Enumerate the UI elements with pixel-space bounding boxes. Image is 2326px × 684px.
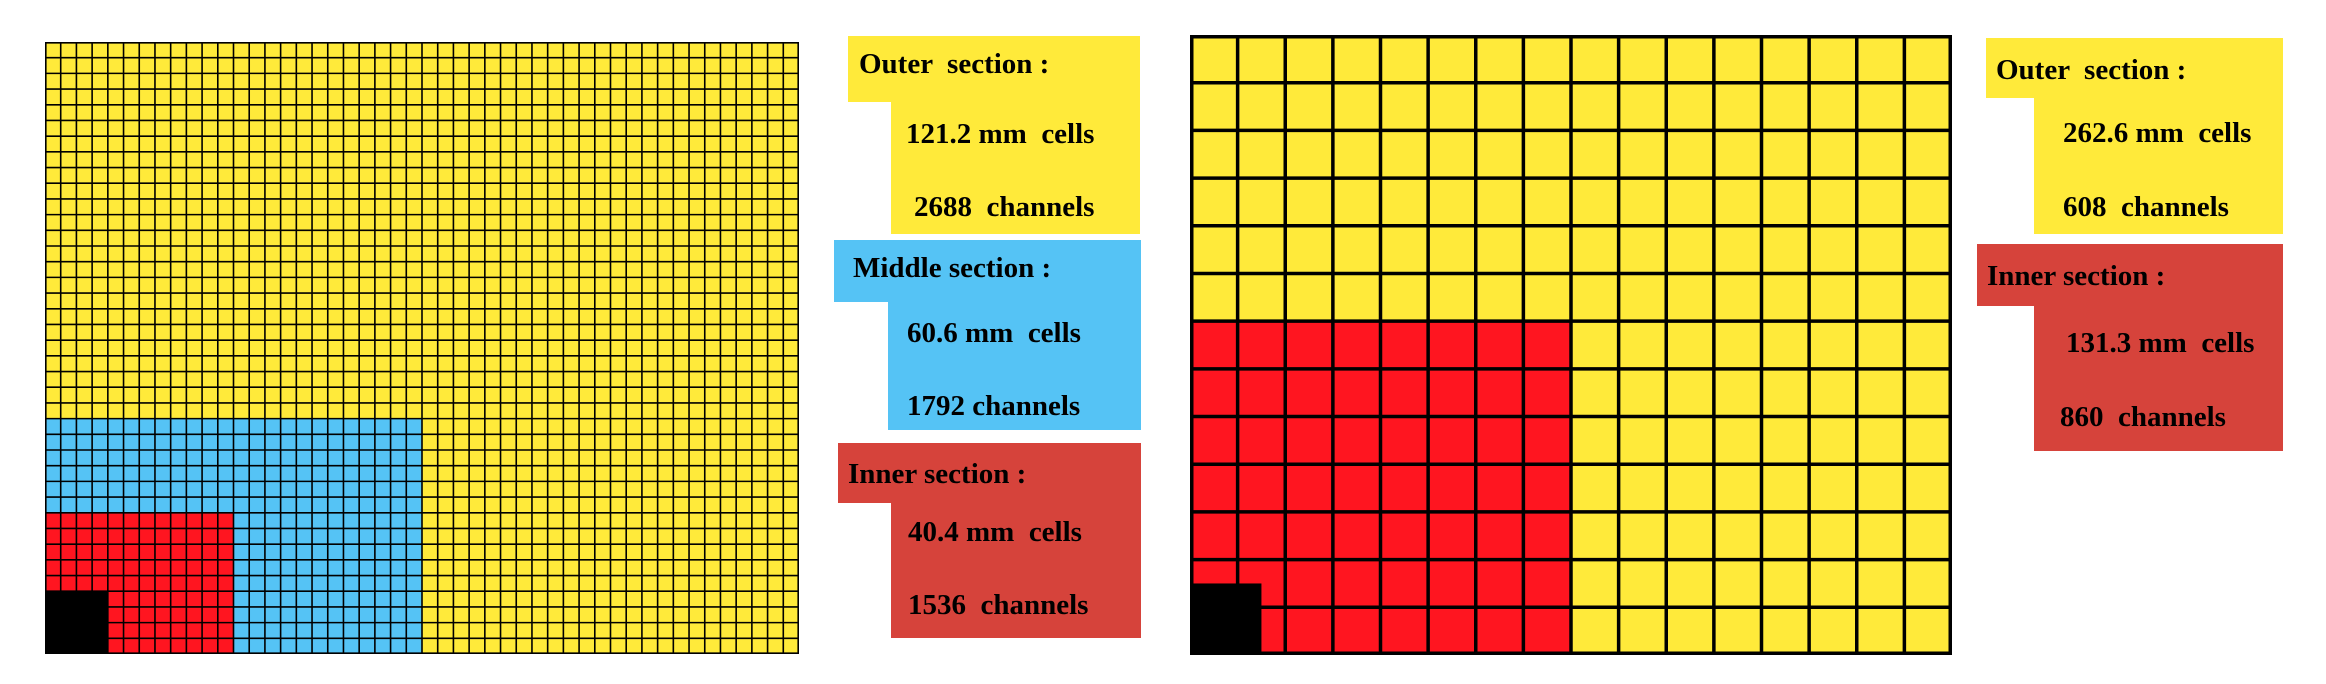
right-outer-legend-bg-lower — [2034, 96, 2283, 234]
right-outer-channels: 608 channels — [2063, 191, 2229, 223]
right-inner-legend-bg-lower — [2034, 304, 2283, 451]
left-inner-channels: 1536 channels — [908, 589, 1089, 621]
right-inner-title: Inner section : — [1987, 260, 2166, 292]
right-outer-cells: 262.6 mm cells — [2063, 117, 2252, 149]
left-calorimeter-grid — [45, 42, 799, 654]
beam-hole-region — [1190, 583, 1262, 655]
right-inner-legend-bg — [1977, 244, 2283, 306]
left-outer-legend-bg-lower — [891, 100, 1140, 234]
right-outer-title: Outer section : — [1996, 54, 2187, 86]
left-inner-cells: 40.4 mm cells — [908, 516, 1082, 548]
right-inner-channels: 860 channels — [2060, 401, 2226, 433]
right-calorimeter-grid — [1190, 35, 1952, 655]
left-middle-channels: 1792 channels — [907, 390, 1081, 422]
left-middle-legend-bg — [834, 240, 1141, 302]
left-inner-legend-bg-lower — [891, 501, 1141, 638]
right-inner-cells: 131.3 mm cells — [2066, 327, 2255, 359]
left-inner-title: Inner section : — [848, 458, 1027, 490]
left-outer-legend-bg — [848, 36, 1140, 102]
left-inner-legend-bg — [838, 443, 1141, 503]
left-middle-legend-bg-lower — [888, 300, 1141, 430]
left-middle-cells: 60.6 mm cells — [907, 317, 1081, 349]
left-middle-title: Middle section : — [853, 252, 1052, 284]
left-outer-title: Outer section : — [859, 48, 1050, 80]
left-outer-channels: 2688 channels — [914, 191, 1095, 223]
left-outer-cells: 121.2 mm cells — [906, 118, 1095, 150]
right-outer-legend-bg — [1986, 38, 2283, 98]
